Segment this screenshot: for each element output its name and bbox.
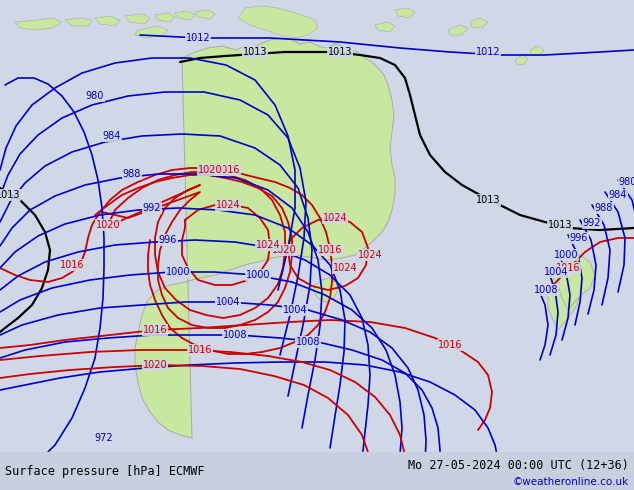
Text: 1000: 1000 — [246, 270, 270, 280]
Text: 1024: 1024 — [323, 213, 347, 223]
Polygon shape — [65, 18, 92, 26]
Text: 972: 972 — [94, 433, 113, 443]
Polygon shape — [135, 26, 168, 38]
Text: 1004: 1004 — [544, 267, 568, 277]
Text: 1020: 1020 — [198, 165, 223, 175]
Polygon shape — [375, 22, 395, 32]
Text: 1016: 1016 — [216, 165, 240, 175]
Polygon shape — [313, 278, 338, 302]
Text: 988: 988 — [595, 203, 613, 213]
Polygon shape — [558, 255, 595, 310]
Polygon shape — [125, 14, 150, 24]
Text: 1013: 1013 — [476, 195, 500, 205]
Text: 996: 996 — [570, 233, 588, 243]
Text: 996: 996 — [158, 235, 177, 245]
Text: 1012: 1012 — [476, 47, 500, 57]
Text: 992: 992 — [143, 203, 161, 213]
Text: 1004: 1004 — [216, 297, 240, 307]
Text: 1016: 1016 — [437, 340, 462, 350]
Text: 988: 988 — [123, 169, 141, 179]
Polygon shape — [515, 55, 528, 65]
Text: 1024: 1024 — [256, 240, 280, 250]
Text: 1024: 1024 — [216, 200, 240, 210]
Text: 1013: 1013 — [328, 47, 353, 57]
Text: 1016: 1016 — [143, 325, 167, 335]
Bar — [0, 452, 634, 490]
Polygon shape — [95, 16, 120, 26]
Text: Mo 27-05-2024 00:00 UTC (12+36): Mo 27-05-2024 00:00 UTC (12+36) — [408, 459, 629, 472]
Text: 1004: 1004 — [283, 305, 307, 315]
Text: 1013: 1013 — [0, 190, 20, 200]
Text: 1013: 1013 — [243, 47, 268, 57]
Text: 980: 980 — [619, 177, 634, 187]
Text: 984: 984 — [609, 190, 627, 200]
Text: 1000: 1000 — [553, 250, 578, 260]
Text: 1024: 1024 — [333, 263, 358, 273]
Text: 980: 980 — [86, 91, 104, 101]
Text: ©weatheronline.co.uk: ©weatheronline.co.uk — [513, 477, 629, 487]
Text: 992: 992 — [583, 218, 601, 228]
Text: 1008: 1008 — [223, 330, 247, 340]
Text: 1000: 1000 — [165, 267, 190, 277]
Polygon shape — [448, 25, 468, 35]
Polygon shape — [195, 10, 215, 19]
Text: 1008: 1008 — [295, 337, 320, 347]
Text: 1020: 1020 — [96, 220, 120, 230]
Text: 984: 984 — [103, 131, 121, 141]
Polygon shape — [135, 38, 395, 438]
Text: 1008: 1008 — [534, 285, 559, 295]
Text: 1016: 1016 — [188, 345, 212, 355]
Text: 1016: 1016 — [318, 245, 342, 255]
Text: 1013: 1013 — [548, 220, 573, 230]
Text: 1016: 1016 — [556, 263, 580, 273]
Polygon shape — [15, 18, 62, 30]
Text: 1016: 1016 — [60, 260, 84, 270]
Text: 1012: 1012 — [186, 33, 210, 43]
Polygon shape — [470, 18, 488, 28]
Polygon shape — [395, 8, 415, 18]
Polygon shape — [175, 11, 195, 20]
Text: 1024: 1024 — [358, 250, 382, 260]
Text: Surface pressure [hPa] ECMWF: Surface pressure [hPa] ECMWF — [5, 465, 205, 477]
Text: 1020: 1020 — [143, 360, 167, 370]
Polygon shape — [238, 6, 318, 38]
Polygon shape — [548, 270, 580, 330]
Text: 1020: 1020 — [272, 245, 296, 255]
Polygon shape — [155, 13, 175, 22]
Polygon shape — [530, 46, 544, 56]
